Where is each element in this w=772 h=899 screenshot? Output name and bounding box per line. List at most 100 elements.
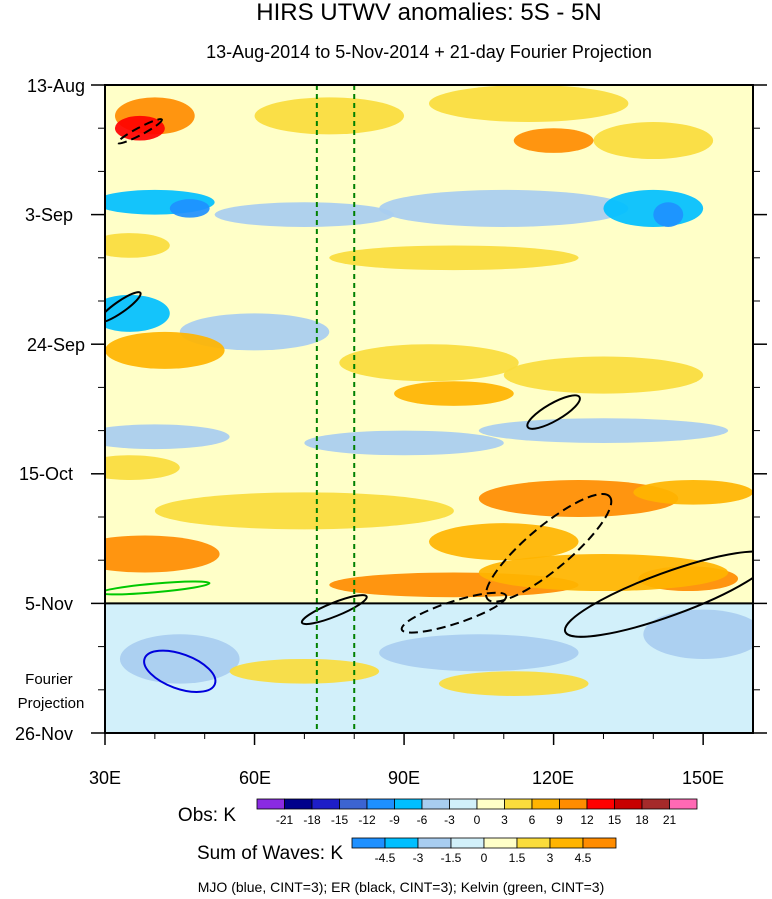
colorbar-swatch (450, 837, 485, 849)
colorbar-level-label: -15 (331, 813, 349, 827)
colorbar-level-label: -9 (389, 813, 400, 827)
anomaly-patch (379, 634, 579, 672)
waves-colorbar-swatches: -4.5 -3 -1.5 0 1.5 3 4.5 (351, 837, 617, 865)
er-contour (116, 118, 163, 145)
colorbar-swatch (256, 798, 285, 810)
anomaly-patch (478, 479, 679, 517)
colorbar-swatch (549, 837, 584, 849)
colorbar-swatch (483, 837, 518, 849)
colorbar-swatch (417, 837, 452, 849)
colorbar-swatch (476, 798, 505, 810)
anomaly-patch (379, 189, 629, 227)
colorbar-level-label: 3 (547, 851, 554, 865)
colorbar-level-label: 4.5 (575, 851, 592, 865)
anomaly-patch (179, 313, 330, 351)
colorbar-level-label: 6 (529, 813, 536, 827)
obs-colorbar-label: Obs: K (178, 805, 236, 826)
kelvin-contour (105, 580, 211, 596)
anomaly-patch (513, 128, 594, 153)
colorbar-swatch (394, 798, 423, 810)
x-tick-label: 60E (239, 768, 271, 788)
colorbar-level-label: 3 (501, 813, 508, 827)
anomaly-patch (593, 122, 714, 160)
colorbar-swatch (641, 798, 670, 810)
anomaly-patch (304, 430, 504, 456)
colorbar-level-label: 9 (556, 813, 563, 827)
y-tick-label: 24-Sep (27, 335, 85, 355)
fourier-label-line: Projection (18, 695, 85, 712)
colorbar-swatch (284, 798, 313, 810)
y-tick-label: 5-Nov (25, 594, 73, 614)
colorbar-level-label: 0 (474, 813, 481, 827)
anomaly-patch (105, 535, 220, 573)
x-tick-label: 30E (89, 768, 121, 788)
y-axis-labels: 13-Aug 3-Sep 24-Sep 15-Oct 5-Nov 26-Nov (15, 76, 85, 744)
colorbar-swatch (516, 837, 551, 849)
colorbar-swatch (351, 837, 386, 849)
chart-subtitle: 13-Aug-2014 to 5-Nov-2014 + 21-day Fouri… (206, 42, 652, 62)
colorbar-swatch (669, 798, 698, 810)
y-tick-label: 26-Nov (15, 724, 73, 744)
colorbar-level-label: 21 (663, 813, 677, 827)
anomaly-patch (105, 331, 225, 369)
colorbar-swatch (339, 798, 368, 810)
colorbar-swatch (531, 798, 560, 810)
wave-legend-footer: MJO (blue, CINT=3); ER (black, CINT=3); … (198, 879, 605, 895)
er-contour (526, 394, 581, 430)
colorbar-level-label: 15 (608, 813, 622, 827)
waves-colorbar: Sum of Waves: K -4.5 -3 -1.5 0 1.5 3 4.5 (197, 837, 617, 865)
colorbar-level-label: -1.5 (441, 851, 462, 865)
colorbar-level-label: 0 (481, 851, 488, 865)
anomaly-patch (438, 671, 589, 696)
colorbar-swatch (614, 798, 643, 810)
wave-contours (105, 118, 753, 693)
colorbar-swatch (504, 798, 533, 810)
y-tick-label: 3-Sep (25, 205, 73, 225)
anomaly-patch (633, 479, 753, 505)
plot-frame (104, 84, 754, 734)
colorbar-swatch (586, 798, 615, 810)
colorbar-level-label: -3 (444, 813, 455, 827)
fourier-projection-label: Fourier Projection (18, 671, 85, 712)
y-tick-label: 15-Oct (19, 464, 73, 484)
anomaly-patch (329, 245, 579, 271)
colorbar-level-label: 12 (580, 813, 594, 827)
anomaly-patch (429, 523, 579, 561)
anomaly-patch (478, 418, 729, 443)
anomaly-patch (154, 492, 454, 530)
x-axis-labels: 30E 60E 90E 120E 150E (89, 768, 724, 788)
anomaly-patch (429, 85, 629, 123)
er-contour (400, 591, 508, 634)
colorbar-level-label: -21 (276, 813, 294, 827)
colorbar-swatch (559, 798, 588, 810)
er-contour (105, 291, 142, 324)
anomaly-patch (643, 609, 753, 659)
obs-colorbar-swatches: -21 -18 -15 -12 -9 -6 -3 0 3 6 9 12 15 18 21 (256, 798, 698, 827)
x-tick-label: 150E (682, 768, 724, 788)
obs-colorbar: Obs: K -21 -18 -15 -12 -9 -6 -3 0 3 6 9 12 15 18 21 (178, 798, 698, 827)
colorbar-swatch (449, 798, 478, 810)
axis-ticks (91, 84, 767, 745)
colorbar-swatch (366, 798, 395, 810)
anomaly-patch (169, 199, 210, 218)
anomaly-patch (478, 554, 729, 592)
anomaly-patch (105, 424, 230, 450)
anomaly-patch (653, 202, 684, 227)
colorbar-swatch (421, 798, 450, 810)
plot-area (91, 84, 767, 745)
colorbar-level-label: -12 (358, 813, 376, 827)
chart-title: HIRS UTWV anomalies: 5S - 5N (256, 0, 601, 26)
anomaly-patch (229, 658, 380, 684)
x-tick-label: 120E (532, 768, 574, 788)
colorbar-level-label: 18 (635, 813, 649, 827)
anomaly-patch (105, 455, 180, 480)
anomaly-patch (254, 97, 405, 135)
anomaly-patch (119, 634, 240, 684)
anomaly-patch (603, 189, 704, 227)
y-tick-label: 13-Aug (27, 76, 85, 96)
colorbar-swatch (384, 837, 419, 849)
anomaly-field (105, 85, 753, 733)
colorbar-level-label: -6 (417, 813, 428, 827)
anomaly-patch (394, 381, 514, 406)
